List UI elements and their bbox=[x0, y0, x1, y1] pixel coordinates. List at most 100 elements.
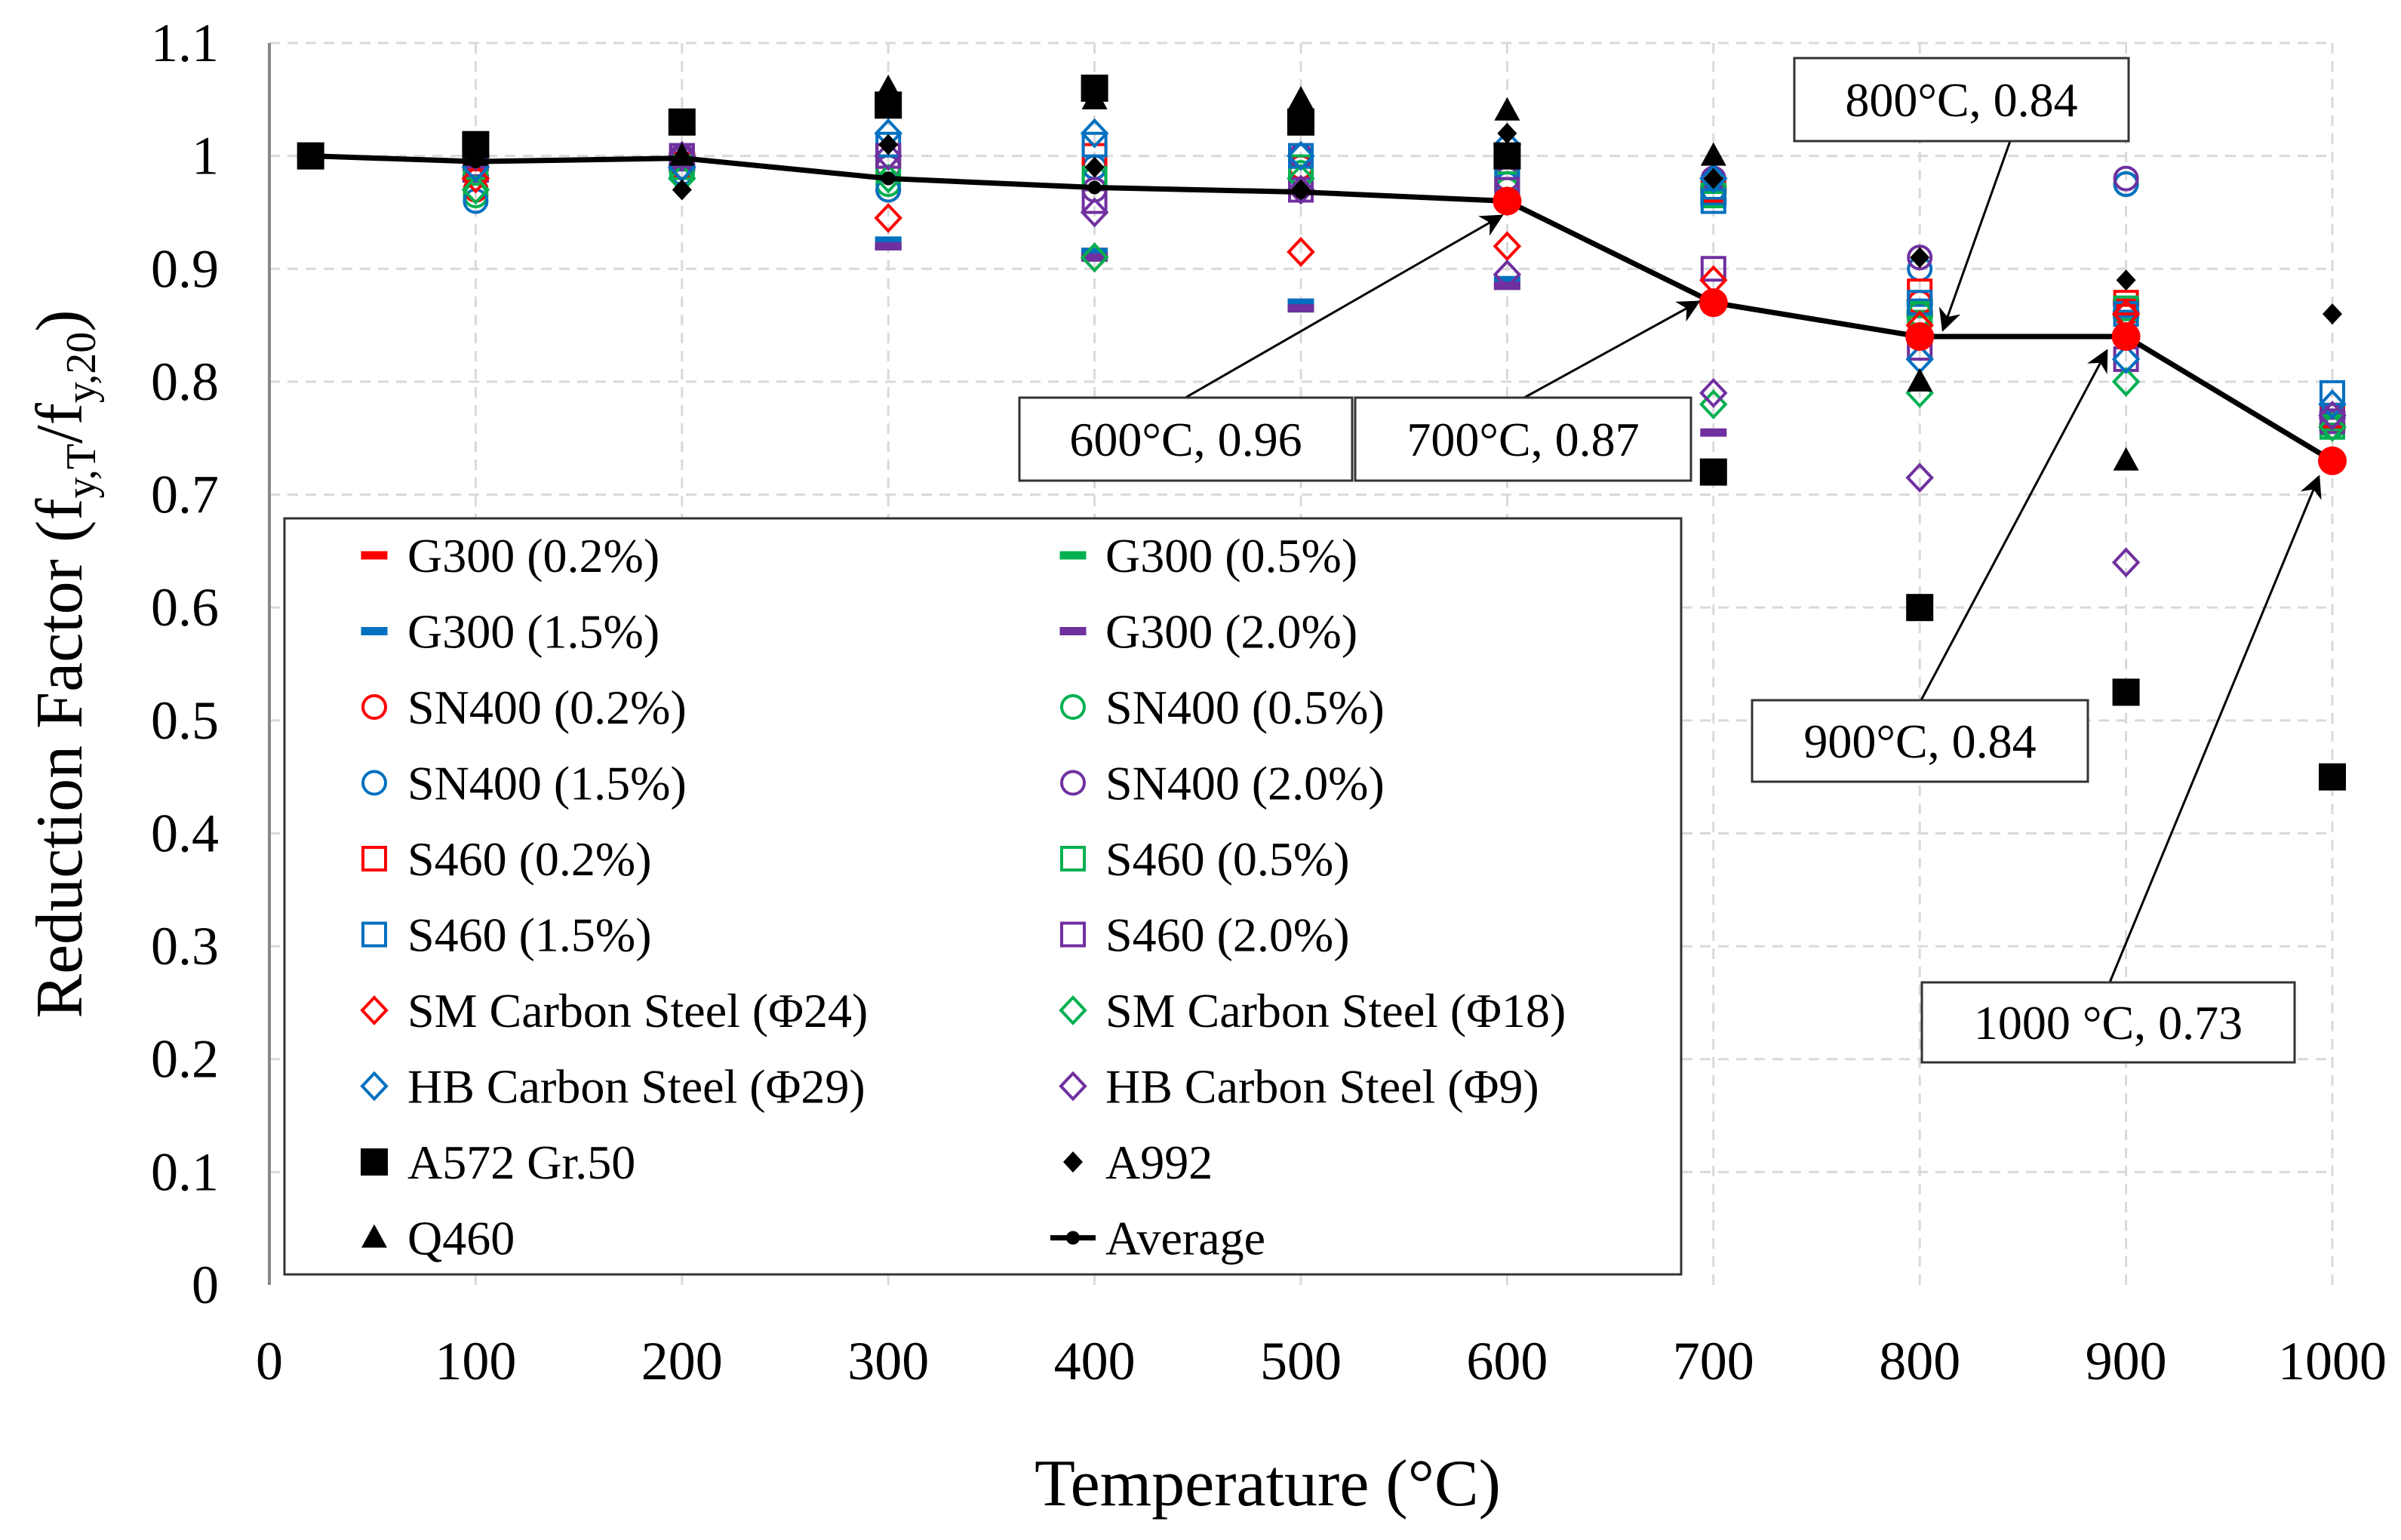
marker-triangle bbox=[875, 74, 902, 98]
marker-filled-square bbox=[1906, 594, 1934, 622]
marker-triangle bbox=[2113, 447, 2139, 471]
marker-circle bbox=[1060, 694, 1086, 720]
marker-diamond bbox=[874, 140, 902, 171]
y-tick-label: 0.4 bbox=[151, 803, 219, 863]
marker-square bbox=[361, 846, 387, 871]
marker-triangle bbox=[361, 1224, 387, 1248]
legend-item: HB Carbon Steel (Φ29) bbox=[360, 1060, 865, 1114]
marker-triangle bbox=[1494, 97, 1520, 121]
x-tick-label: 700 bbox=[1673, 1331, 1754, 1391]
legend-label: S460 (0.2%) bbox=[407, 832, 652, 886]
marker-circle bbox=[1907, 244, 1933, 271]
legend-item: A992 bbox=[1063, 1136, 1213, 1189]
average-point bbox=[881, 171, 896, 186]
marker-filled-diamond bbox=[672, 179, 692, 201]
legend-label: S460 (0.5%) bbox=[1105, 832, 1350, 886]
marker-filled-square bbox=[2112, 678, 2140, 706]
y-tick-label: 0 bbox=[192, 1255, 219, 1315]
y-tick-label: 0.9 bbox=[151, 238, 219, 299]
marker-filled-diamond bbox=[1063, 1151, 1083, 1173]
marker-diamond bbox=[1059, 1071, 1087, 1102]
marker-dash bbox=[1059, 551, 1087, 560]
average-series bbox=[303, 149, 2347, 475]
y-tick-label: 0.7 bbox=[151, 465, 219, 525]
x-tick-label: 600 bbox=[1466, 1331, 1548, 1391]
legend-label: SN400 (0.5%) bbox=[1105, 681, 1385, 734]
legend-box bbox=[283, 517, 1683, 1276]
legend-item: SN400 (1.5%) bbox=[361, 757, 687, 810]
y-tick-label: 0.3 bbox=[151, 916, 219, 976]
marker-filled-diamond bbox=[878, 134, 899, 155]
x-tick-label: 1000 bbox=[2278, 1331, 2387, 1391]
legend-item: S460 (1.5%) bbox=[361, 908, 652, 962]
legend-label: HB Carbon Steel (Φ29) bbox=[407, 1060, 865, 1114]
legend-label: A572 Gr.50 bbox=[407, 1136, 635, 1189]
annotation-label: 800°C, 0.84 bbox=[1845, 73, 2077, 127]
marker-filled-diamond bbox=[1703, 168, 1723, 189]
marker-dash bbox=[361, 627, 388, 635]
x-tick-label: 800 bbox=[1879, 1331, 1960, 1391]
legend-item: SN400 (0.5%) bbox=[1060, 681, 1385, 734]
marker-diamond bbox=[461, 174, 490, 205]
marker-triangle bbox=[1081, 85, 1108, 109]
highlight-point bbox=[1699, 288, 1728, 318]
marker-diamond bbox=[1699, 389, 1728, 420]
marker-diamond bbox=[1493, 259, 1522, 290]
marker-diamond bbox=[1287, 140, 1315, 171]
marker-diamond bbox=[2111, 344, 2141, 374]
marker-diamond bbox=[1699, 377, 1728, 408]
legend-item: G300 (2.0%) bbox=[1059, 605, 1357, 659]
marker-dash bbox=[1700, 428, 1727, 437]
legend-label: SN400 (0.2%) bbox=[407, 681, 687, 734]
marker-dash bbox=[361, 551, 388, 560]
marker-diamond bbox=[1080, 242, 1109, 273]
marker-diamond bbox=[1905, 463, 1934, 493]
x-tick-label: 300 bbox=[847, 1331, 929, 1391]
y-tick-label: 1.1 bbox=[151, 13, 219, 73]
marker-diamond bbox=[2318, 389, 2347, 420]
series-sn400-0-2- bbox=[297, 143, 2345, 440]
x-tick-labels: 0 100 200 300 400 500 600 700 800 900 1000 bbox=[256, 1331, 2387, 1391]
annotation-callout: 800°C, 0.84 bbox=[1793, 57, 2130, 332]
series-s460-2-0- bbox=[297, 143, 2345, 435]
marker-line bbox=[1050, 1231, 1096, 1245]
annotation-box bbox=[1920, 981, 2296, 1064]
series-hb-carbon-steel-9- bbox=[461, 140, 2347, 578]
legend-label: S460 (2.0%) bbox=[1105, 908, 1350, 962]
marker-diamond bbox=[360, 1071, 389, 1102]
legend-label: SN400 (1.5%) bbox=[407, 757, 687, 810]
series-sn400-2-0- bbox=[297, 143, 2345, 429]
marker-diamond bbox=[1059, 995, 1087, 1025]
series-s460-0-2- bbox=[297, 143, 2345, 429]
legend-item: SN400 (2.0%) bbox=[1060, 757, 1385, 810]
y-tick-label: 0.1 bbox=[151, 1142, 219, 1202]
marker-filled-square bbox=[361, 1148, 388, 1176]
annotation-box bbox=[1793, 57, 2130, 143]
legend-label: G300 (0.2%) bbox=[407, 529, 659, 582]
annotation-arrow bbox=[1938, 140, 2012, 332]
marker-filled-diamond bbox=[1084, 156, 1105, 178]
marker-filled-square bbox=[1287, 108, 1314, 136]
x-tick-label: 400 bbox=[1054, 1331, 1136, 1391]
marker-dash bbox=[1059, 627, 1087, 635]
legend-item: S460 (0.2%) bbox=[361, 832, 652, 886]
marker-triangle bbox=[1907, 367, 1933, 392]
series-sn400-1-5- bbox=[297, 143, 2345, 429]
x-axis-title: Temperature (°C) bbox=[1034, 1447, 1501, 1520]
legend-item: SM Carbon Steel (Φ24) bbox=[360, 984, 868, 1037]
marker-filled-square bbox=[1699, 458, 1727, 486]
marker-diamond bbox=[668, 140, 696, 171]
average-point bbox=[1294, 185, 1308, 199]
marker-triangle bbox=[1700, 142, 1726, 166]
marker-diamond bbox=[2318, 411, 2347, 442]
marker-circle bbox=[1060, 770, 1086, 796]
average-point bbox=[469, 155, 483, 169]
annotation-arrow bbox=[2108, 475, 2322, 983]
annotations: 600°C, 0.96 700°C, 0.87 800°C, 0.84 900°C, … bbox=[1018, 57, 2322, 1064]
marker-filled-square bbox=[668, 108, 696, 136]
marker-filled-diamond bbox=[2116, 269, 2136, 291]
series-sn400-0-5- bbox=[297, 143, 2345, 440]
series-a992 bbox=[466, 122, 2342, 325]
annotation-box bbox=[1751, 699, 2089, 783]
marker-circle bbox=[361, 694, 387, 720]
